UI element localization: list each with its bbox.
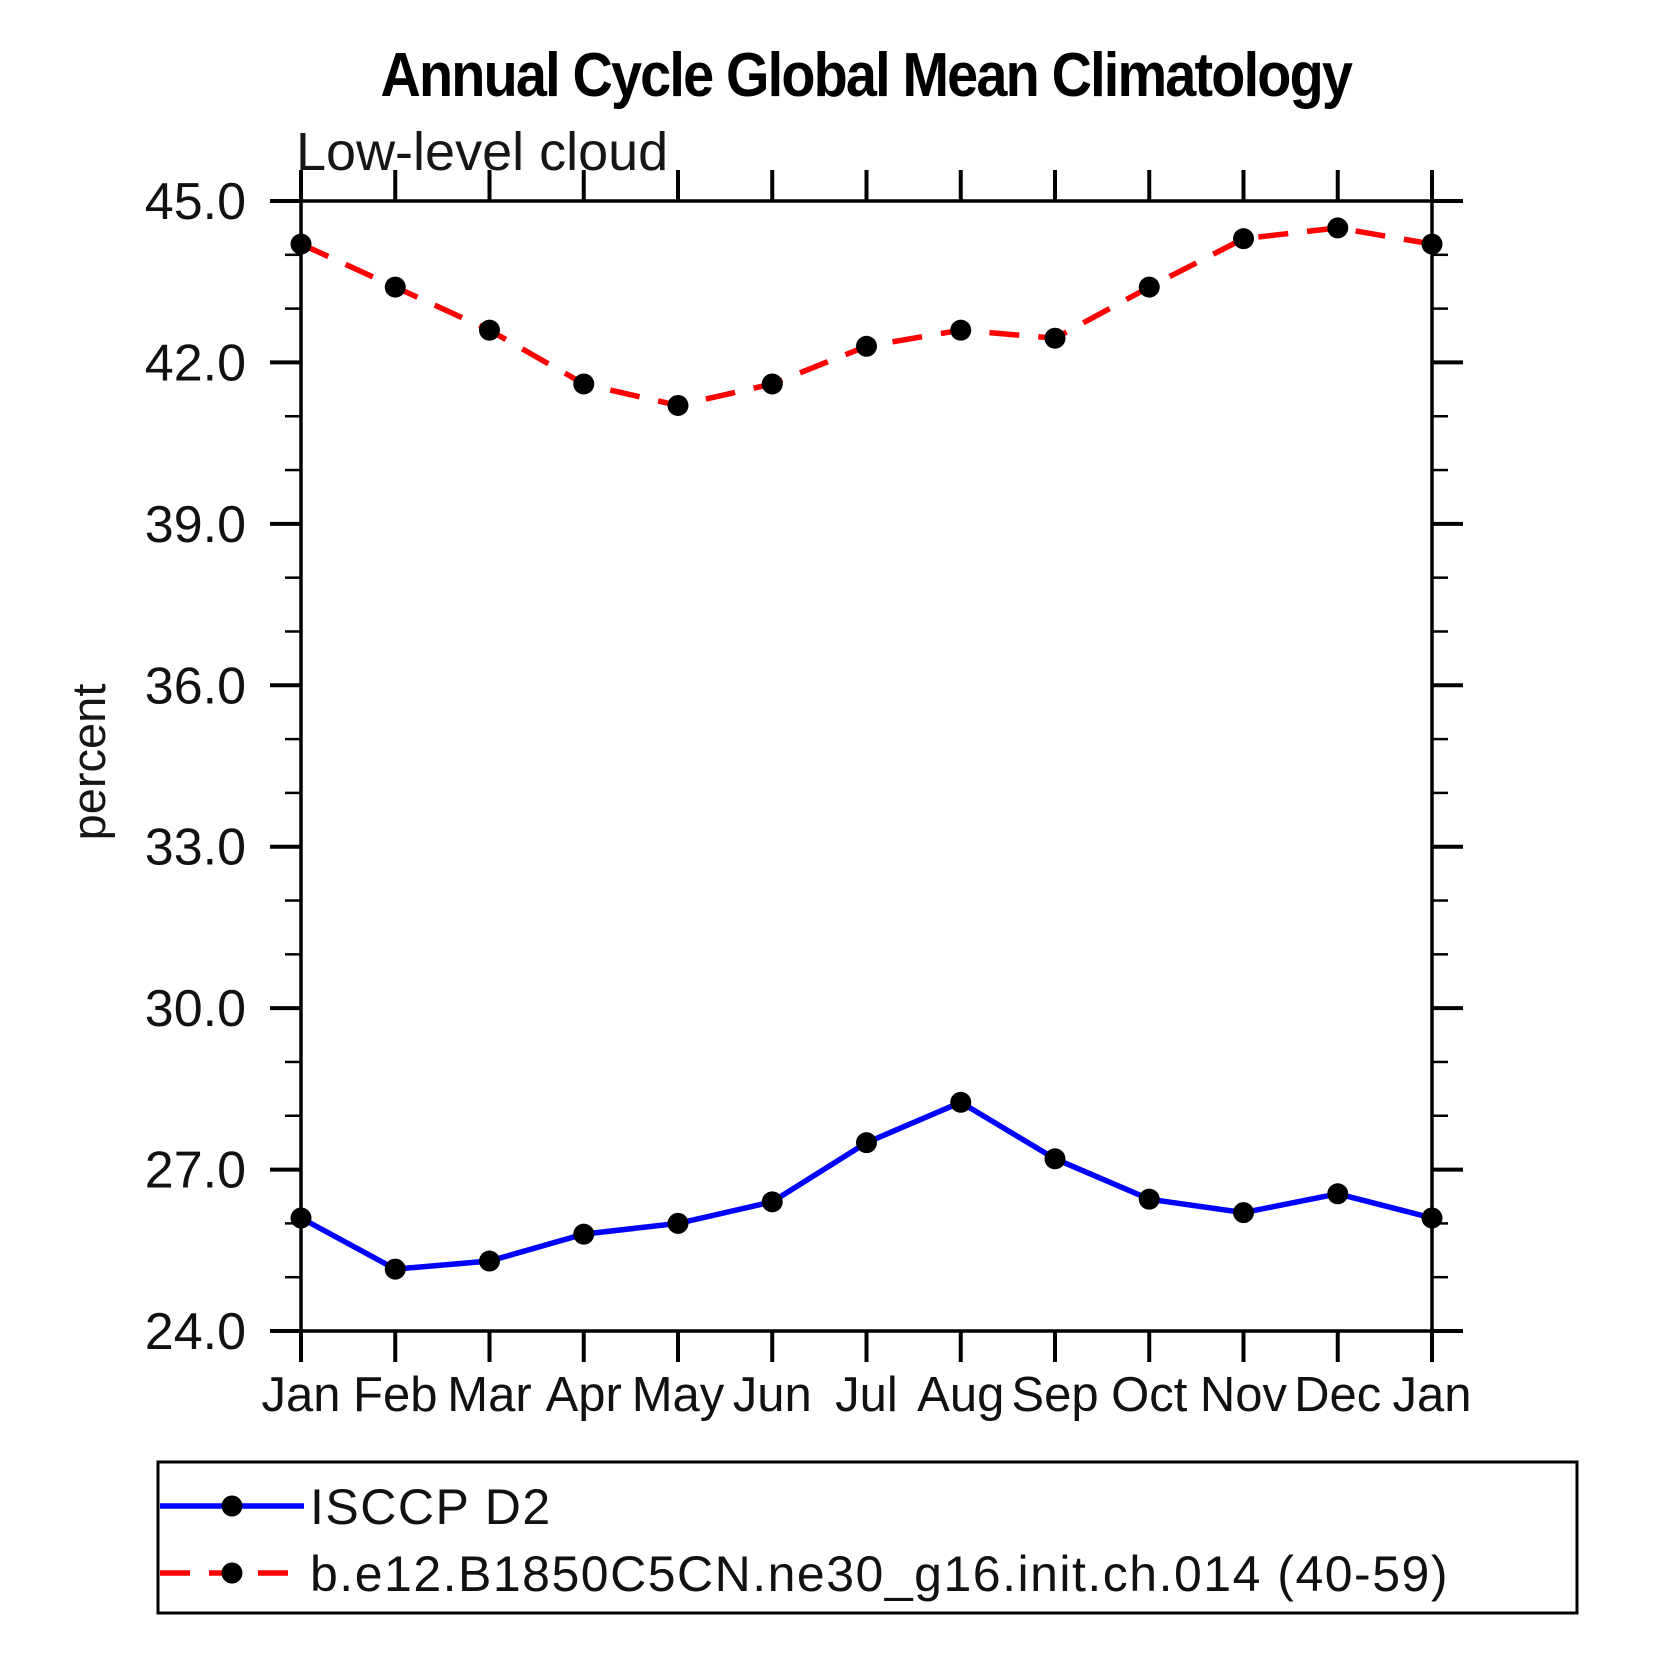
y-tick-label: 27.0 — [145, 1142, 246, 1200]
data-point-marker — [1421, 233, 1443, 255]
y-tick-label: 42.0 — [145, 334, 246, 392]
data-point-marker — [761, 1191, 783, 1213]
y-tick-label: 36.0 — [145, 657, 246, 715]
plot-box — [299, 199, 1434, 1333]
legend-entry-isccp: ISCCP D2 — [160, 1479, 552, 1535]
data-point-marker — [856, 1132, 877, 1154]
data-point-marker — [290, 233, 312, 255]
data-point-marker — [1044, 1148, 1066, 1170]
x-tick-label: Sep — [1011, 1368, 1098, 1422]
x-tick-label: Aug — [917, 1368, 1004, 1422]
y-axis-title: percent — [62, 684, 115, 841]
data-point-marker — [761, 373, 783, 395]
series-line-solid — [299, 1099, 1433, 1272]
data-point-marker — [667, 1212, 689, 1234]
series-line-dashed — [299, 225, 1433, 409]
x-tick-label: Jan — [261, 1368, 340, 1422]
y-tick-label: 39.0 — [145, 496, 246, 554]
x-tick-label: Feb — [353, 1368, 437, 1422]
data-point-marker — [479, 319, 500, 341]
legend-marker-dot — [221, 1495, 243, 1517]
series-layer — [290, 217, 1443, 1280]
data-point-marker — [290, 1207, 312, 1229]
x-tick-label: Mar — [447, 1368, 531, 1422]
legend: ISCCP D2 b.e12.B1850C5CN.ne30_g16.init.c… — [156, 1460, 1579, 1615]
data-point-marker — [384, 276, 406, 298]
x-tick-label: Oct — [1111, 1368, 1188, 1422]
data-point-marker — [1233, 1202, 1254, 1224]
chart-title: Annual Cycle Global Mean Climatology — [381, 41, 1354, 109]
data-point-marker — [1327, 217, 1349, 239]
data-point-marker — [856, 335, 877, 357]
data-point-marker — [1233, 228, 1254, 250]
legend-label-isccp: ISCCP D2 — [310, 1479, 552, 1535]
axes-layer: Jan Feb Mar Apr May Jun Jul Aug Sep Oct Nov Dec Jan2… — [145, 170, 1472, 1422]
data-point-marker — [1138, 276, 1160, 298]
legend-label-model: b.e12.B1850C5CN.ne30_g16.init.ch.014 (40… — [310, 1546, 1449, 1602]
data-point-marker — [384, 1258, 406, 1280]
data-point-marker — [1044, 327, 1066, 349]
x-tick-label: Jul — [835, 1368, 898, 1422]
data-point-marker — [1138, 1188, 1160, 1210]
y-tick-label: 24.0 — [145, 1303, 246, 1361]
data-point-marker — [573, 1223, 595, 1245]
y-tick-label: 30.0 — [145, 980, 246, 1038]
x-tick-label: Jun — [733, 1368, 812, 1422]
chart-subtitle: Low-level cloud — [296, 122, 668, 182]
data-point-marker — [950, 319, 972, 341]
data-point-marker — [573, 373, 595, 395]
y-tick-label: 33.0 — [145, 819, 246, 877]
data-point-marker — [667, 394, 689, 416]
x-tick-label: Dec — [1294, 1368, 1381, 1422]
legend-entry-model: b.e12.B1850C5CN.ne30_g16.init.ch.014 (40… — [160, 1546, 1449, 1602]
data-point-marker — [1327, 1183, 1349, 1205]
data-point-marker — [950, 1091, 972, 1113]
data-point-marker — [1421, 1207, 1443, 1229]
y-tick-label: 45.0 — [145, 173, 246, 231]
legend-marker-dot — [221, 1562, 243, 1584]
legend-box — [156, 1460, 1579, 1615]
x-tick-label: May — [632, 1368, 725, 1422]
x-tick-label: Apr — [546, 1368, 622, 1422]
data-point-marker — [479, 1250, 500, 1272]
x-tick-label: Nov — [1200, 1368, 1288, 1422]
x-tick-label: Jan — [1392, 1368, 1471, 1422]
